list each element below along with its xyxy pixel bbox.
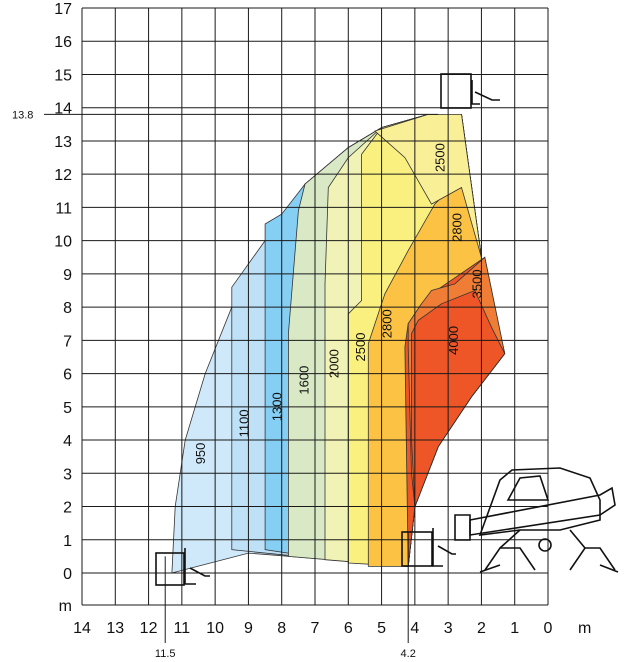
x-tick-label: 6 — [344, 620, 353, 637]
x-tick-label: 9 — [244, 620, 253, 637]
x-tick-label: 0 — [544, 620, 553, 637]
x-tick-label: 1 — [510, 620, 519, 637]
telehandler-icon — [454, 467, 619, 573]
zone-label-1: 1100 — [236, 409, 251, 437]
x-tick-label: 10 — [206, 620, 224, 637]
y-tick-label: 17 — [54, 1, 72, 18]
y-tick-label: 12 — [54, 167, 72, 184]
x-tick-label: 2 — [477, 620, 486, 637]
zone-label-7: 4000 — [446, 326, 461, 355]
y-tick-label: 16 — [54, 34, 72, 51]
zone-label-4: 2000 — [326, 349, 341, 378]
load-zone-upper — [374, 114, 482, 258]
zone-label-9: 2800 — [449, 213, 464, 242]
x-axis-unit-label: m — [578, 620, 591, 637]
zone-label-0: 950 — [193, 443, 208, 465]
zone-label-3: 1600 — [296, 366, 311, 395]
zone-label-8: 3500 — [469, 269, 484, 298]
y-tick-label: 14 — [54, 101, 72, 118]
x-tick-label: 3 — [444, 620, 453, 637]
fork-carriage-icon-top — [440, 73, 500, 109]
chart-grid — [81, 7, 549, 606]
y-tick-label: 8 — [63, 300, 72, 317]
zone-label-10: 2500 — [433, 143, 448, 172]
x-tick-label: 4 — [410, 620, 419, 637]
y-tick-label: 7 — [63, 333, 72, 350]
ground-reach-marker-label: 4.2 — [401, 648, 416, 660]
max-height-marker-label: 13.8 — [12, 109, 33, 121]
y-tick-label: 0 — [63, 566, 72, 583]
x-tick-label: 13 — [106, 620, 124, 637]
x-tick-label: 7 — [311, 620, 320, 637]
y-tick-label: 2 — [63, 500, 72, 517]
y-tick-label: 6 — [63, 367, 72, 384]
y-tick-label: 9 — [63, 267, 72, 284]
y-tick-label: 5 — [63, 400, 72, 417]
fork-carriage-icon-ground — [401, 528, 456, 567]
zone-label-6: 2800 — [380, 309, 395, 338]
zone-labels: 950 1100 1300 1600 2000 2500 2800 4000 3500 2800 2… — [193, 143, 484, 464]
y-tick-label: 1 — [63, 533, 72, 550]
max-reach-marker-label: 11.5 — [155, 648, 176, 660]
zone-label-5: 2500 — [353, 333, 368, 362]
y-axis-unit-label: m — [59, 598, 72, 615]
x-axis-ticks: 14 13 12 11 10 9 8 7 6 5 4 3 2 1 0 — [73, 620, 552, 637]
x-tick-label: 12 — [140, 620, 158, 637]
x-tick-label: 11 — [174, 620, 191, 637]
y-tick-label: 11 — [55, 200, 72, 217]
zone-label-2: 1300 — [270, 392, 285, 421]
y-tick-label: 15 — [54, 67, 72, 84]
y-tick-label: 10 — [54, 234, 72, 251]
x-tick-label: 8 — [277, 620, 286, 637]
x-tick-label: 14 — [73, 620, 91, 637]
load-zones — [171, 114, 506, 574]
x-tick-label: 5 — [377, 620, 386, 637]
y-tick-label: 4 — [63, 433, 72, 450]
y-tick-label: 3 — [63, 466, 72, 483]
fork-carriage-icon-reach — [155, 548, 210, 586]
y-tick-label: 13 — [54, 134, 72, 151]
